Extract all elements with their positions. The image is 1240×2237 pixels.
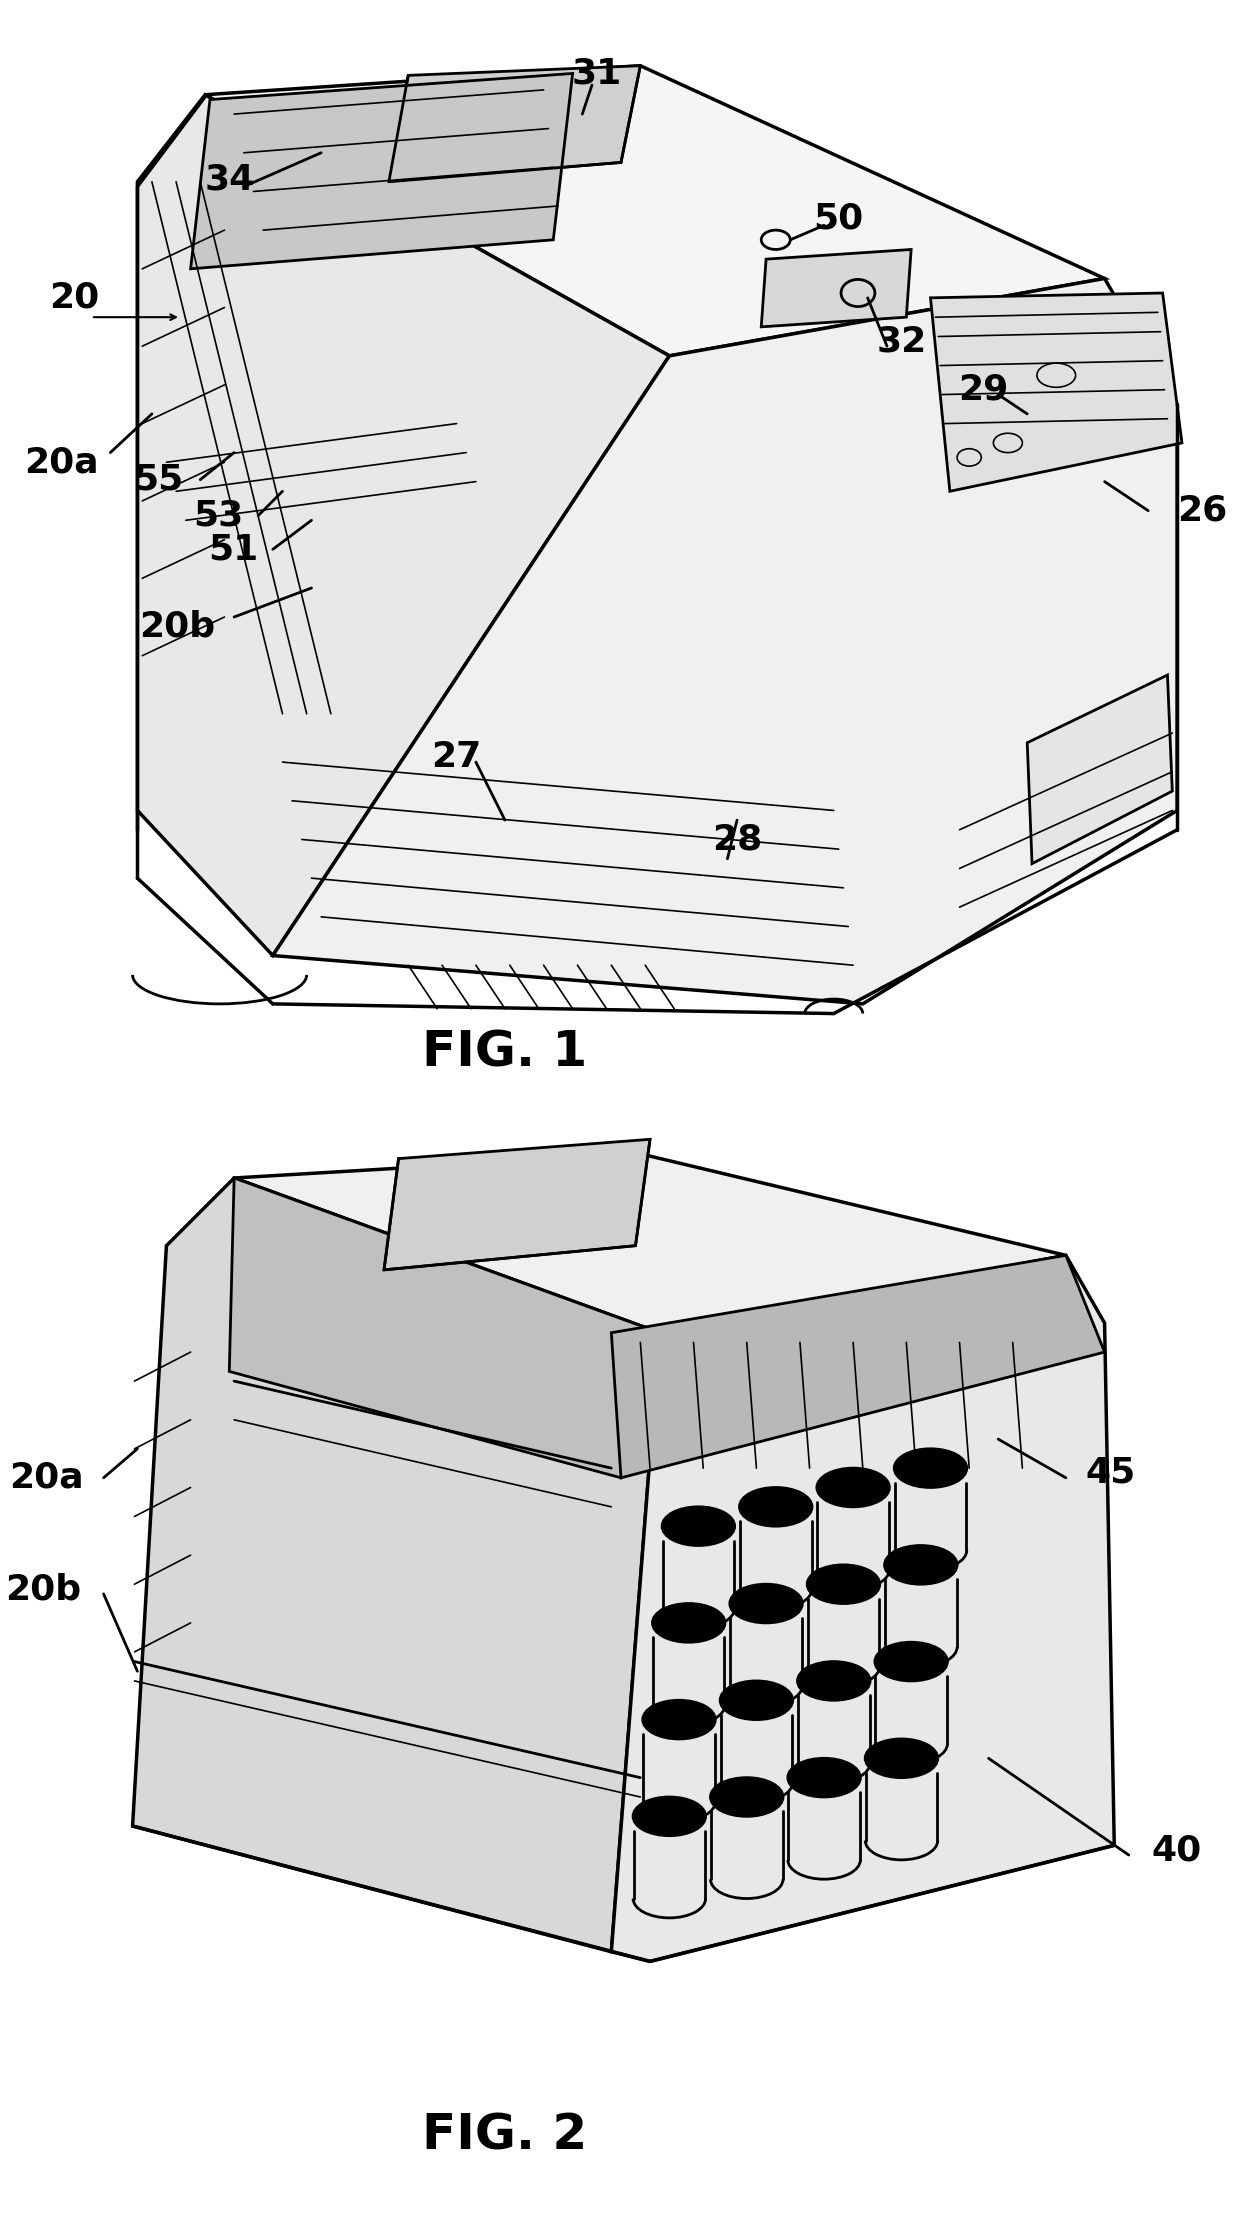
Text: 50: 50 <box>813 201 864 235</box>
Polygon shape <box>191 74 573 268</box>
Ellipse shape <box>807 1566 879 1604</box>
Text: 20b: 20b <box>5 1573 82 1606</box>
Ellipse shape <box>894 1450 967 1488</box>
Text: 20b: 20b <box>139 611 215 644</box>
Text: FIG. 2: FIG. 2 <box>423 2112 588 2159</box>
Ellipse shape <box>662 1508 734 1546</box>
Ellipse shape <box>797 1662 870 1700</box>
Text: 29: 29 <box>959 374 1009 407</box>
Polygon shape <box>138 94 670 955</box>
Polygon shape <box>234 1154 1066 1333</box>
Ellipse shape <box>787 1758 861 1796</box>
Polygon shape <box>384 1139 650 1271</box>
Polygon shape <box>205 65 1105 356</box>
Text: 55: 55 <box>134 463 184 497</box>
Ellipse shape <box>634 1796 706 1837</box>
Polygon shape <box>229 1179 660 1479</box>
Polygon shape <box>611 1255 1105 1479</box>
Text: 40: 40 <box>1151 1832 1202 1868</box>
Polygon shape <box>761 251 911 327</box>
Text: 20: 20 <box>50 282 99 315</box>
Text: 45: 45 <box>1085 1456 1136 1490</box>
Text: 31: 31 <box>572 56 622 89</box>
Text: 20a: 20a <box>10 1461 84 1494</box>
Polygon shape <box>611 1255 1115 1962</box>
Ellipse shape <box>875 1642 947 1680</box>
Ellipse shape <box>817 1467 889 1508</box>
Text: 26: 26 <box>1177 494 1228 528</box>
Text: 32: 32 <box>877 324 926 358</box>
Text: 27: 27 <box>432 740 481 774</box>
Ellipse shape <box>739 1488 812 1526</box>
Ellipse shape <box>730 1584 802 1622</box>
Ellipse shape <box>711 1778 782 1816</box>
Text: 20a: 20a <box>24 445 99 479</box>
Text: 34: 34 <box>205 163 254 197</box>
Ellipse shape <box>652 1604 725 1642</box>
Polygon shape <box>389 65 640 181</box>
Text: 51: 51 <box>208 532 258 566</box>
Polygon shape <box>930 293 1182 492</box>
Text: FIG. 1: FIG. 1 <box>423 1029 588 1076</box>
Polygon shape <box>1027 676 1172 863</box>
Polygon shape <box>273 277 1177 1004</box>
Ellipse shape <box>720 1680 792 1720</box>
Ellipse shape <box>884 1546 957 1584</box>
Ellipse shape <box>642 1700 715 1738</box>
Text: 28: 28 <box>712 823 763 857</box>
Text: 53: 53 <box>193 499 244 532</box>
Ellipse shape <box>866 1738 937 1778</box>
Polygon shape <box>133 1179 660 1951</box>
